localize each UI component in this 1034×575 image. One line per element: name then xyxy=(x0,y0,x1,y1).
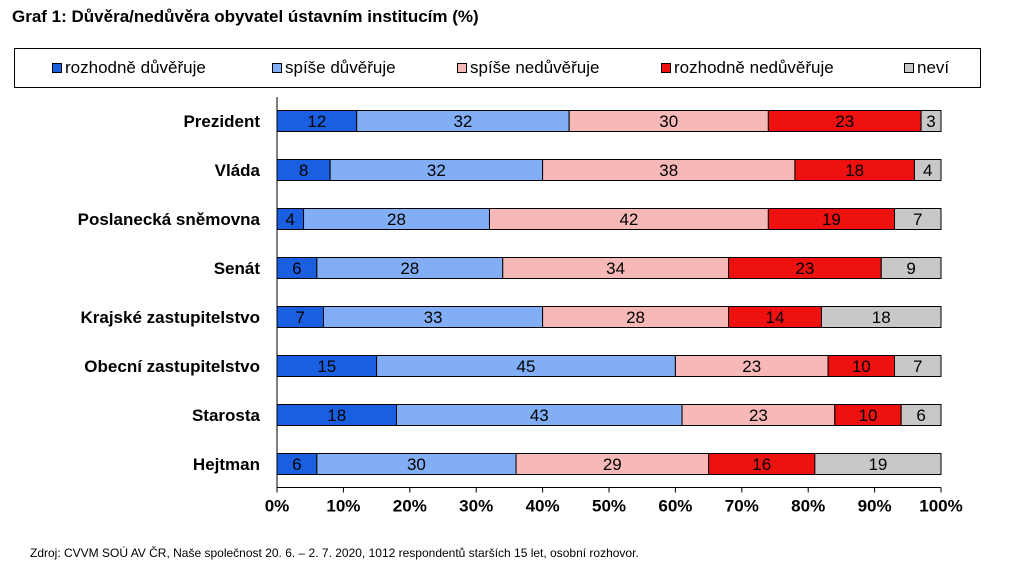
x-tick-label: 90% xyxy=(858,497,892,516)
category-label: Prezident xyxy=(183,112,260,131)
data-label: 28 xyxy=(400,259,419,278)
bar-segment xyxy=(880,257,942,279)
bar-segment xyxy=(920,110,942,132)
data-label: 6 xyxy=(916,406,925,425)
legend-label: neví xyxy=(917,58,950,77)
bar-segment xyxy=(894,208,942,230)
data-label: 8 xyxy=(299,161,308,180)
data-label: 7 xyxy=(296,308,305,327)
data-label: 45 xyxy=(517,357,536,376)
bar-segment xyxy=(820,306,942,328)
data-label: 7 xyxy=(913,357,922,376)
bar-segment xyxy=(894,355,942,377)
category-label: Vláda xyxy=(215,161,261,180)
bar-segment xyxy=(814,453,942,475)
data-label: 12 xyxy=(307,112,326,131)
chart-legend: rozhodně důvěřuje spíše důvěřuje spíše n… xyxy=(14,48,981,88)
data-label: 18 xyxy=(845,161,864,180)
data-label: 23 xyxy=(742,357,761,376)
category-label: Obecní zastupitelstvo xyxy=(84,357,260,376)
data-label: 33 xyxy=(424,308,443,327)
category-label: Senát xyxy=(214,259,261,278)
legend-label: spíše nedůvěřuje xyxy=(470,58,600,77)
data-label: 34 xyxy=(606,259,625,278)
data-label: 7 xyxy=(913,210,922,229)
legend-swatch xyxy=(904,63,914,73)
data-label: 19 xyxy=(868,455,887,474)
data-label: 28 xyxy=(387,210,406,229)
data-label: 43 xyxy=(530,406,549,425)
data-label: 29 xyxy=(603,455,622,474)
legend-swatch xyxy=(661,63,671,73)
x-tick-label: 40% xyxy=(526,497,560,516)
data-label: 10 xyxy=(858,406,877,425)
x-tick-label: 20% xyxy=(393,497,427,516)
data-label: 6 xyxy=(292,455,301,474)
legend-item-spise-duveruje: spíše důvěřuje xyxy=(272,58,396,78)
data-label: 32 xyxy=(427,161,446,180)
data-label: 30 xyxy=(407,455,426,474)
data-label: 19 xyxy=(822,210,841,229)
legend-item-spise-neduveruje: spíše nedůvěřuje xyxy=(457,58,599,78)
data-label: 6 xyxy=(292,259,301,278)
category-label: Starosta xyxy=(192,406,261,425)
data-label: 28 xyxy=(626,308,645,327)
legend-label: spíše důvěřuje xyxy=(285,58,396,77)
legend-label: rozhodně důvěřuje xyxy=(65,58,206,77)
data-label: 9 xyxy=(906,259,915,278)
data-label: 38 xyxy=(659,161,678,180)
x-tick-label: 70% xyxy=(725,497,759,516)
data-label: 23 xyxy=(795,259,814,278)
bar-segment xyxy=(900,404,942,426)
data-label: 4 xyxy=(286,210,295,229)
data-label: 42 xyxy=(619,210,638,229)
x-tick-label: 80% xyxy=(791,497,825,516)
chart-title: Graf 1: Důvěra/nedůvěra obyvatel ústavní… xyxy=(12,7,479,26)
legend-swatch xyxy=(457,63,467,73)
data-label: 23 xyxy=(835,112,854,131)
x-tick-label: 100% xyxy=(919,497,962,516)
data-label: 23 xyxy=(749,406,768,425)
data-label: 16 xyxy=(752,455,771,474)
data-label: 15 xyxy=(317,357,336,376)
legend-label: rozhodně nedůvěřuje xyxy=(674,58,834,77)
data-label: 3 xyxy=(926,112,935,131)
data-label: 30 xyxy=(659,112,678,131)
legend-item-nevi: neví xyxy=(904,58,949,78)
category-label: Krajské zastupitelstvo xyxy=(80,308,260,327)
data-label: 18 xyxy=(872,308,891,327)
x-tick-label: 30% xyxy=(459,497,493,516)
legend-swatch xyxy=(272,63,282,73)
legend-item-rozhodne-neduveruje: rozhodně nedůvěřuje xyxy=(661,58,834,78)
x-tick-label: 50% xyxy=(592,497,626,516)
data-label: 4 xyxy=(923,161,932,180)
data-label: 14 xyxy=(766,308,785,327)
x-tick-label: 0% xyxy=(265,497,290,516)
x-tick-label: 10% xyxy=(326,497,360,516)
category-label: Poslanecká sněmovna xyxy=(78,210,261,229)
legend-swatch xyxy=(52,63,62,73)
data-label: 32 xyxy=(453,112,472,131)
data-label: 18 xyxy=(327,406,346,425)
x-tick-label: 60% xyxy=(658,497,692,516)
bar-segment xyxy=(913,159,942,181)
source-note: Zdroj: CVVM SOÚ AV ČR, Naše společnost 2… xyxy=(30,546,639,560)
legend-item-rozhodne-duveruje: rozhodně důvěřuje xyxy=(52,58,206,78)
data-label: 10 xyxy=(852,357,871,376)
category-label: Hejtman xyxy=(193,455,260,474)
